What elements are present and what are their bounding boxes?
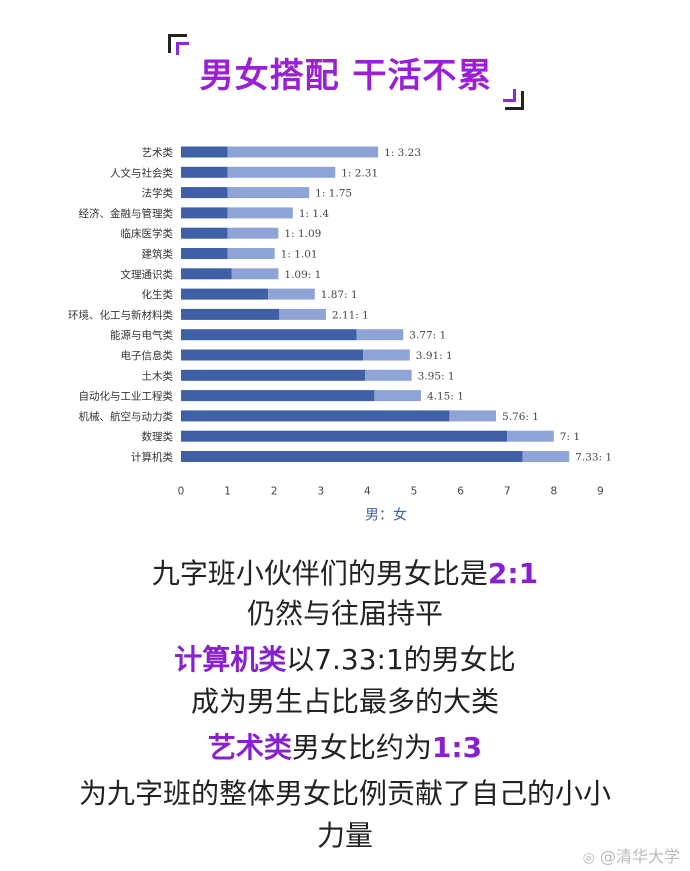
caption-line-3: 计算机类以7.33:1的男女比 — [0, 646, 690, 674]
data-label: 3.91: 1 — [416, 350, 453, 362]
category-label: 化生类 — [142, 288, 174, 301]
bar-male — [181, 187, 228, 199]
bar-male — [181, 390, 375, 402]
x-tick-label: 0 — [178, 486, 185, 498]
category-label: 自动化与工业工程类 — [79, 390, 174, 403]
bar-female — [227, 227, 279, 239]
x-tick-label: 5 — [411, 486, 418, 498]
caption-line-5: 艺术类男女比约为1:3 — [0, 734, 690, 762]
bar-male — [181, 430, 508, 442]
title-frame: 男女搭配 干活不累 — [168, 34, 524, 110]
data-label: 1: 2.31 — [341, 167, 378, 179]
bar-male — [181, 308, 280, 320]
bar-female — [227, 166, 336, 178]
category-label: 建筑类 — [142, 248, 174, 261]
bar-female — [279, 308, 326, 320]
data-label: 1: 3.23 — [384, 147, 421, 159]
data-label: 4.15: 1 — [427, 391, 464, 403]
x-tick-label: 3 — [317, 486, 324, 498]
bar-male — [181, 369, 366, 381]
x-tick-label: 6 — [457, 486, 464, 498]
corner-bracket-bottom-right-accent — [503, 89, 516, 102]
caption-line-1: 九字班小伙伴们的男女比是2:1 — [0, 560, 690, 588]
category-label: 艺术类 — [142, 146, 174, 159]
category-label: 临床医学类 — [121, 227, 174, 240]
caption-highlight: 2:1 — [487, 557, 539, 590]
bar-female — [268, 288, 315, 300]
category-label: 电子信息类 — [121, 349, 174, 362]
data-label: 1: 1.09 — [284, 228, 321, 240]
bar-male — [181, 288, 269, 300]
bar-female — [227, 248, 275, 259]
bar-female — [374, 390, 421, 402]
weibo-icon: ◎ — [582, 850, 595, 866]
category-label: 环境、化工与新材料类 — [68, 308, 173, 321]
x-tick-label: 4 — [364, 486, 371, 498]
caption-line-4: 成为男生占比最多的大类 — [190, 685, 499, 718]
category-label: 土木类 — [142, 369, 174, 382]
bar-male — [181, 329, 357, 341]
category-label: 经济、金融与管理类 — [79, 207, 174, 220]
ratio-bar-chart: 艺术类 1: 3.23 人文与社会类 1: 2.31 法学类 1: 1.75 经济、金融与管… — [68, 146, 612, 524]
bar-male — [181, 248, 228, 259]
bar-female — [363, 349, 410, 361]
bar-female — [522, 451, 570, 462]
bar-male — [181, 166, 228, 178]
category-label: 计算机类 — [131, 451, 173, 464]
page-title: 男女搭配 干活不累 — [199, 56, 493, 96]
x-tick-label: 7 — [504, 486, 511, 498]
bar-female — [356, 329, 404, 341]
x-tick-label: 9 — [597, 486, 604, 498]
bar-male — [181, 451, 523, 462]
data-label: 1: 1.4 — [299, 208, 330, 220]
bar-male — [181, 146, 228, 158]
caption-line-6: 为九字班的整体男女比例贡献了自己的小小 — [78, 777, 611, 810]
bar-female — [365, 369, 412, 381]
data-label: 7: 1 — [560, 431, 580, 443]
category-label: 文理通识类 — [121, 268, 174, 281]
bar-male — [181, 227, 228, 239]
caption-line-2: 仍然与往届持平 — [246, 597, 443, 630]
data-label: 1: 1.01 — [281, 249, 318, 261]
bar-male — [181, 349, 364, 361]
category-label: 机械、航空与动力类 — [79, 410, 174, 423]
bar-female — [227, 207, 293, 219]
data-label: 5.76: 1 — [502, 411, 539, 423]
data-label: 1.09: 1 — [284, 269, 321, 281]
watermark-text: @清华大学 — [599, 847, 680, 866]
bar-male — [181, 207, 228, 219]
x-tick-label: 2 — [271, 486, 278, 498]
bar-female — [231, 268, 279, 280]
corner-bracket-top-left — [168, 34, 187, 53]
caption-text: 男女比约为 — [291, 731, 432, 764]
x-axis-label: 男：女 — [365, 507, 407, 524]
bar-male — [181, 268, 232, 280]
corner-bracket-top-left-accent — [176, 42, 189, 55]
corner-bracket-bottom-right — [505, 91, 524, 110]
caption-text: 以7.33:1的男女比 — [286, 643, 516, 676]
caption-highlight: 艺术类 — [207, 731, 292, 764]
x-tick-label: 1 — [224, 486, 231, 498]
data-label: 3.95: 1 — [418, 370, 455, 382]
bar-female — [507, 430, 554, 442]
data-label: 1.87: 1 — [321, 289, 358, 301]
category-label: 人文与社会类 — [110, 166, 173, 179]
category-label: 能源与电气类 — [110, 329, 173, 342]
caption-highlight: 计算机类 — [174, 643, 287, 676]
x-tick-label: 8 — [550, 486, 557, 498]
bar-male — [181, 410, 450, 422]
category-label: 法学类 — [142, 187, 174, 200]
caption-text: 九字班小伙伴们的男女比是 — [151, 557, 488, 590]
data-label: 1: 1.75 — [315, 188, 352, 200]
caption-line-7: 力量 — [316, 819, 373, 852]
watermark: ◎ @清华大学 — [583, 843, 680, 867]
bar-female — [227, 146, 379, 158]
data-label: 3.77: 1 — [409, 330, 446, 342]
category-label: 数理类 — [142, 430, 174, 443]
bar-female — [449, 410, 497, 422]
data-label: 2.11: 1 — [332, 309, 369, 321]
bar-female — [227, 187, 310, 199]
data-label: 7.33: 1 — [575, 452, 612, 464]
caption-highlight: 1:3 — [431, 731, 483, 764]
